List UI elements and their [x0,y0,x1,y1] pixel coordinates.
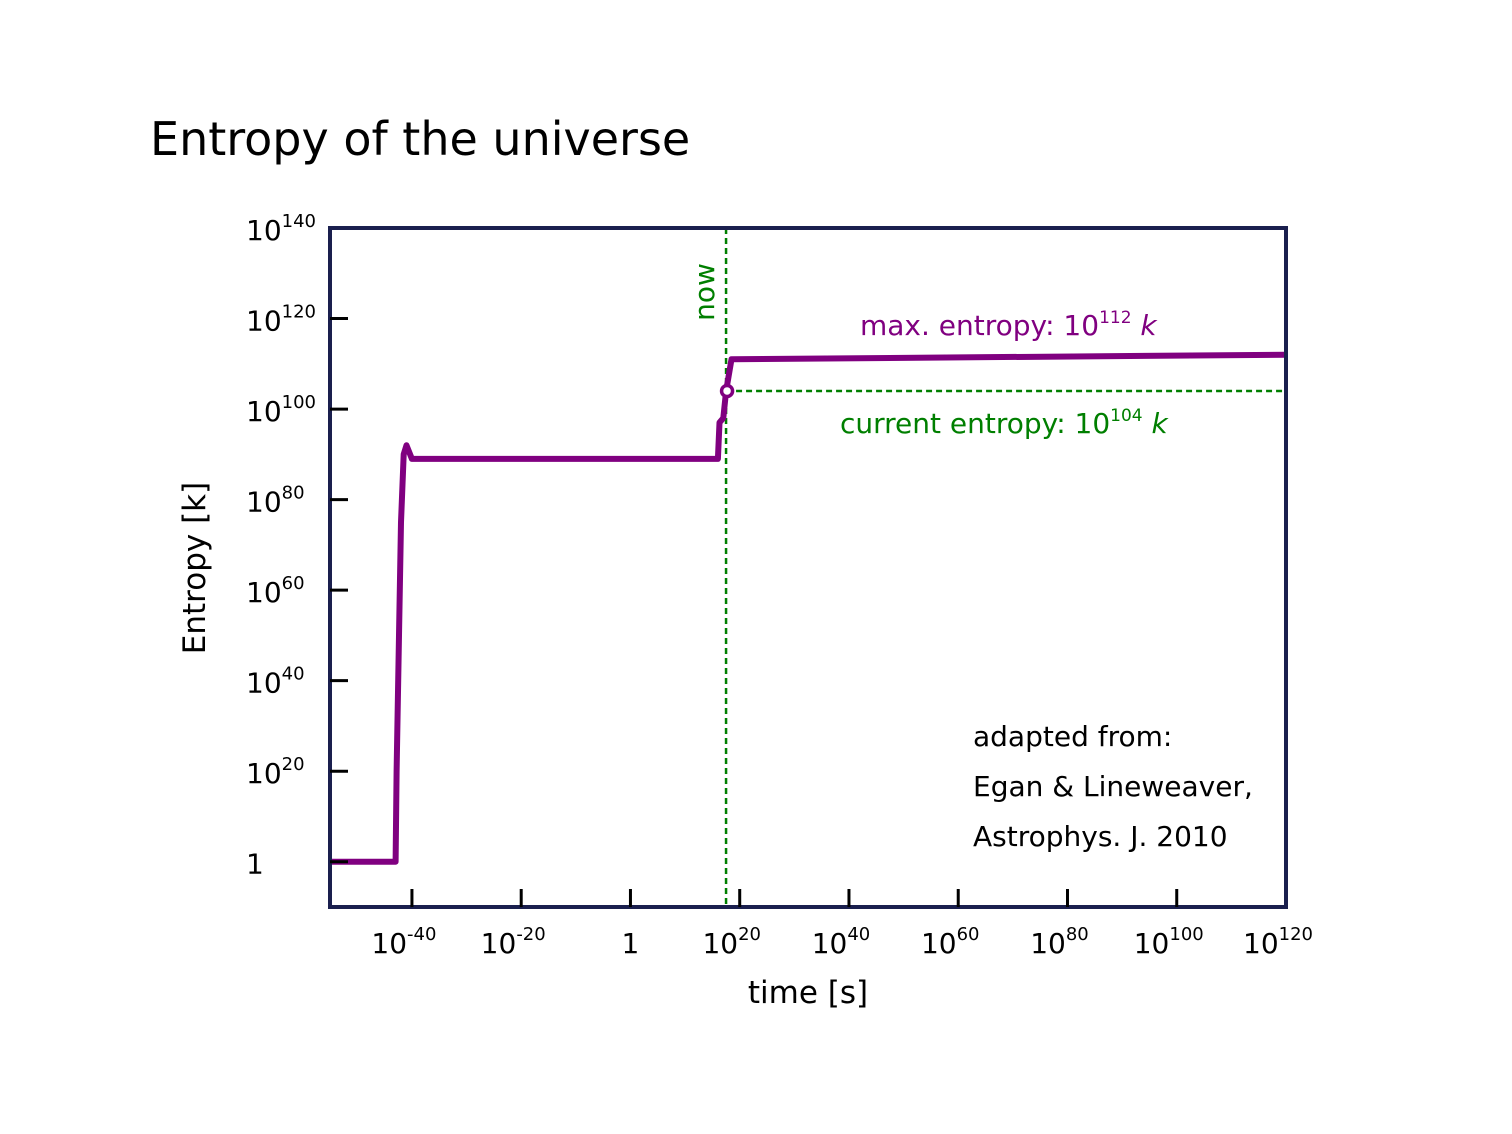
y-tick-label: 1040 [246,664,305,700]
x-axis-label: time [s] [748,975,868,1011]
y-axis-label: Entropy [k] [177,482,213,654]
y-tick-label: 10120 [246,302,316,338]
source-annotation-line: adapted from: [973,720,1172,753]
series-layer [330,351,1287,865]
x-tick-label: 1020 [702,924,761,960]
dashed-guides [724,228,1286,907]
chart-title: Entropy of the universe [150,112,690,166]
x-tick-label: 10120 [1243,924,1313,960]
x-tick-label: 10-20 [481,924,546,960]
y-tick-label: 10100 [246,392,316,428]
y-tick-label: 10140 [246,211,316,247]
y-tick-label: 1020 [246,754,305,790]
max-entropy-label: max. entropy: 10112 k [860,308,1158,342]
x-axis-ticks: 10-40 10-20 1 1020 1040 1060 1080 10100 10120 [371,889,1313,960]
source-annotation-line: Egan & Lineweaver, [973,770,1253,803]
x-tick-label: 1080 [1030,924,1089,960]
plot-frame [328,226,1288,909]
current-entropy-label: current entropy: 10104 k [840,406,1170,440]
y-tick-label: 1 [246,848,264,881]
annotation-layer: now max. entropy: 10112 k current entropy:… [688,263,1253,853]
x-tick-label: 10100 [1134,924,1204,960]
x-tick-label: 10-40 [371,924,436,960]
plot-frame-layer [328,226,1288,909]
y-axis-ticks: 1 1020 1040 1060 1080 10100 10120 10140 [246,211,348,881]
source-annotation-line: Astrophys. J. 2010 [973,820,1228,853]
x-tick-label: 1060 [921,924,980,960]
x-tick-label: 1 [622,927,640,960]
now-label: now [688,263,721,321]
y-tick-label: 1060 [246,573,305,609]
y-tick-label: 1080 [246,483,305,519]
x-tick-label: 1040 [812,924,871,960]
current-point [719,383,735,399]
